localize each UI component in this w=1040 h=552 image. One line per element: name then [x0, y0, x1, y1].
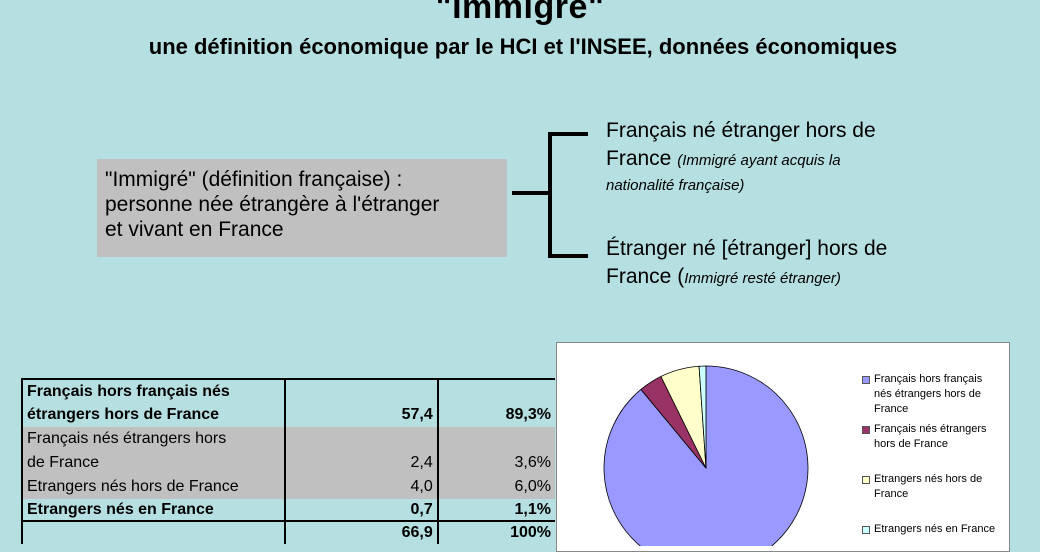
legend-swatch: [862, 526, 870, 534]
label-line: Français hors français nés: [27, 383, 230, 400]
branch-naturalized: Français né étranger hors de France (Imm…: [606, 117, 1026, 197]
table-cell-percent: 6,0%: [436, 475, 555, 499]
legend-label: France: [874, 403, 909, 415]
pie-slice: [698, 365, 707, 469]
legend-label: France: [874, 488, 909, 500]
legend-label: Etrangers nés en France: [874, 523, 996, 535]
data-table: Français hors français nés étrangers hor…: [21, 378, 555, 544]
branch-main-line: Étranger né [étranger] hors de: [606, 237, 888, 260]
page-title: "Immigré": [435, 0, 605, 26]
legend-swatch: [862, 376, 870, 384]
legend-item: Etrangers nés hors de France: [862, 472, 1012, 522]
definition-line: "Immigré" (définition française) :: [105, 168, 403, 191]
label-line: Français nés étrangers hors: [27, 430, 227, 447]
table-row: Français nés étrangers hors de France 2,…: [21, 427, 555, 475]
legend-label: Etrangers nés hors de: [874, 473, 983, 485]
definition-box: "Immigré" (définition française) : perso…: [97, 159, 507, 257]
definition-line: personne née étrangère à l'étranger: [105, 193, 440, 216]
table-cell-label: Etrangers nés en France: [21, 499, 285, 521]
page-subtitle: une définition économique par le HCI et …: [148, 34, 898, 59]
table-cell-percent: 1,1%: [436, 499, 555, 521]
table-cell-label: Français nés étrangers hors de France: [21, 427, 285, 475]
table-row: Français hors français nés étrangers hor…: [21, 378, 555, 427]
branch-note: Immigré resté étranger): [684, 270, 841, 287]
table-row: 66,9 100%: [21, 520, 555, 544]
definition-line: et vivant en France: [105, 218, 284, 241]
legend-swatch: [862, 476, 870, 484]
table-cell-value: 4,0: [283, 475, 438, 499]
table-cell-value: 0,7: [283, 499, 438, 521]
table-cell-label: Français hors français nés étrangers hor…: [21, 378, 285, 427]
branch-main-line: France: [606, 147, 678, 170]
table-cell-percent: 100%: [436, 520, 555, 544]
table-cell-value: 66,9: [283, 520, 438, 544]
legend-swatch: [862, 426, 870, 434]
table-row: Etrangers nés en France 0,7 1,1%: [21, 499, 555, 521]
branch-foreigner: Étranger né [étranger] hors de France (I…: [606, 235, 1026, 293]
label-line: étrangers hors de France: [27, 406, 220, 423]
legend-item: Français nés étrangers hors de France: [862, 422, 1012, 472]
branch-note: (Immigré ayant acquis la: [677, 152, 841, 169]
legend-label: nés étrangers hors de: [874, 388, 982, 400]
table-cell-value: 2,4: [283, 427, 438, 475]
table-row: Etrangers nés hors de France 4,0 6,0%: [21, 475, 555, 499]
table-cell-percent: 89,3%: [436, 378, 555, 427]
legend-label: hors de France: [874, 438, 948, 450]
branch-main-line: Français né étranger hors de: [606, 119, 876, 142]
legend-item: Français hors français nés étrangers hor…: [862, 372, 1012, 422]
branch-main-line: France (: [606, 265, 685, 288]
branch-note: nationalité française): [606, 177, 745, 194]
legend-label: Français nés étrangers: [874, 423, 987, 435]
table-cell-label: Etrangers nés hors de France: [21, 475, 285, 499]
chart-legend: Français hors français nés étrangers hor…: [862, 372, 1012, 537]
table-cell-label: [21, 520, 285, 544]
table-cell-value: 57,4: [283, 378, 438, 427]
table-cell-percent: 3,6%: [436, 427, 555, 475]
label-line: de France: [27, 454, 100, 471]
legend-label: Français hors français: [874, 373, 983, 385]
legend-item: Etrangers nés en France: [862, 522, 1012, 537]
